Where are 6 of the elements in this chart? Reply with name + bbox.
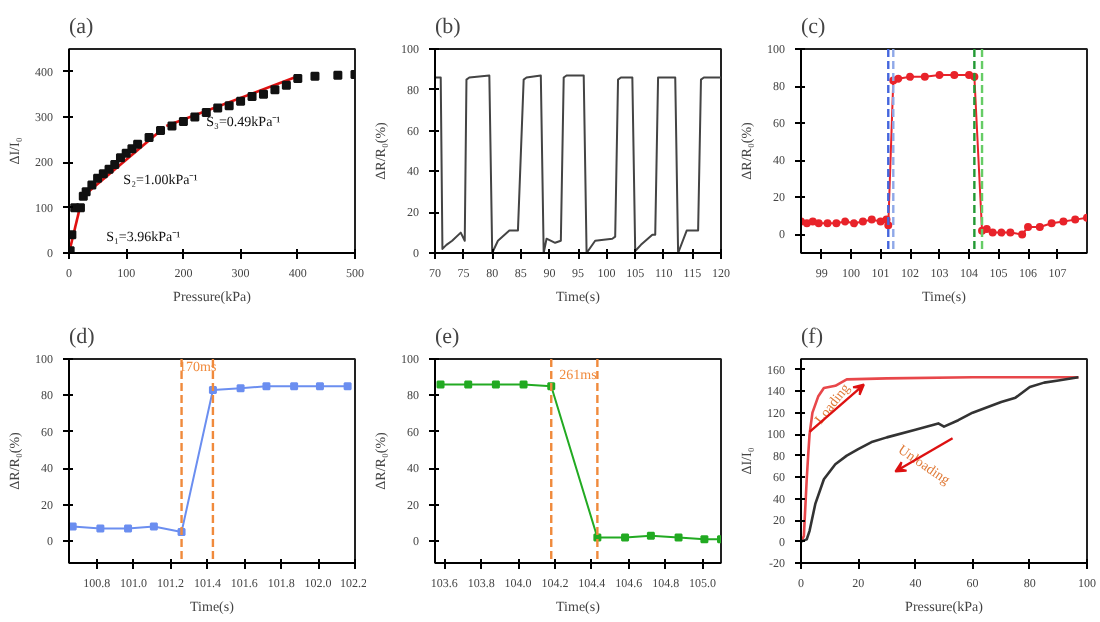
chart-title: (e) [435,325,461,349]
chart-title: (c) [801,15,827,39]
chart-title: (d) [69,325,96,349]
chart-title: (f) [801,325,824,349]
chart-title: (a) [69,15,95,39]
chart-title: (b) [435,15,462,39]
